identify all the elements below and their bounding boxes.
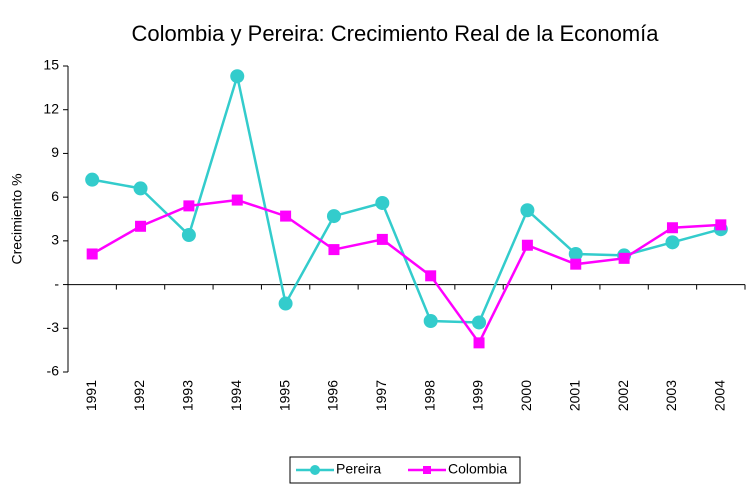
x-tick-label: 1998 bbox=[421, 380, 437, 411]
x-tick-label: 2003 bbox=[663, 380, 679, 411]
x-tick-label: 1993 bbox=[180, 380, 196, 411]
y-tick-label: -3 bbox=[47, 319, 60, 335]
y-tick-label: -6 bbox=[47, 363, 60, 379]
legend-marker bbox=[310, 465, 320, 475]
point bbox=[425, 270, 437, 282]
x-tick-label: 1991 bbox=[83, 380, 99, 411]
point bbox=[280, 210, 292, 222]
point bbox=[666, 222, 678, 234]
point bbox=[618, 252, 630, 264]
point bbox=[520, 203, 535, 218]
series-line bbox=[91, 198, 721, 346]
point bbox=[135, 220, 147, 232]
x-tick-label: 1997 bbox=[373, 380, 389, 411]
x-tick-label: 1999 bbox=[470, 380, 486, 411]
point bbox=[231, 194, 243, 206]
x-tick-label: 1995 bbox=[276, 380, 292, 411]
chart-title: Colombia y Pereira: Crecimiento Real de … bbox=[131, 21, 659, 46]
point bbox=[568, 246, 583, 261]
point bbox=[85, 172, 100, 187]
x-tick-label: 1992 bbox=[131, 380, 147, 411]
y-tick-label: 3 bbox=[51, 232, 59, 248]
point bbox=[715, 219, 727, 231]
x-tick-label: 1996 bbox=[325, 380, 341, 411]
point bbox=[183, 200, 195, 212]
point bbox=[376, 233, 388, 245]
point bbox=[326, 209, 341, 224]
y-axis-label: Crecimiento % bbox=[9, 173, 25, 264]
point bbox=[472, 315, 487, 330]
y-tick-label: 12 bbox=[43, 100, 59, 116]
x-tick-label: 2001 bbox=[566, 380, 582, 411]
y-tick-label: 9 bbox=[51, 144, 59, 160]
series-line bbox=[91, 75, 722, 324]
point bbox=[278, 296, 293, 311]
point bbox=[181, 228, 196, 243]
y-tick-label: - bbox=[54, 275, 59, 291]
point bbox=[665, 235, 680, 250]
x-tick-label: 2000 bbox=[518, 380, 534, 411]
x-tick-label: 1994 bbox=[228, 380, 244, 411]
point bbox=[473, 337, 485, 349]
point bbox=[230, 69, 245, 84]
point bbox=[328, 244, 340, 256]
point bbox=[375, 195, 390, 210]
point bbox=[521, 239, 533, 251]
y-tick-label: 6 bbox=[51, 188, 59, 204]
legend-marker bbox=[423, 466, 431, 474]
point bbox=[423, 314, 438, 328]
y-tick-label: 15 bbox=[43, 57, 59, 73]
point bbox=[570, 258, 582, 270]
legend-label: Colombia bbox=[448, 461, 507, 477]
x-tick-label: 2004 bbox=[712, 380, 728, 411]
point bbox=[133, 181, 148, 196]
legend-label: Pereira bbox=[336, 461, 381, 477]
point bbox=[86, 248, 98, 260]
x-tick-label: 2002 bbox=[615, 380, 631, 411]
